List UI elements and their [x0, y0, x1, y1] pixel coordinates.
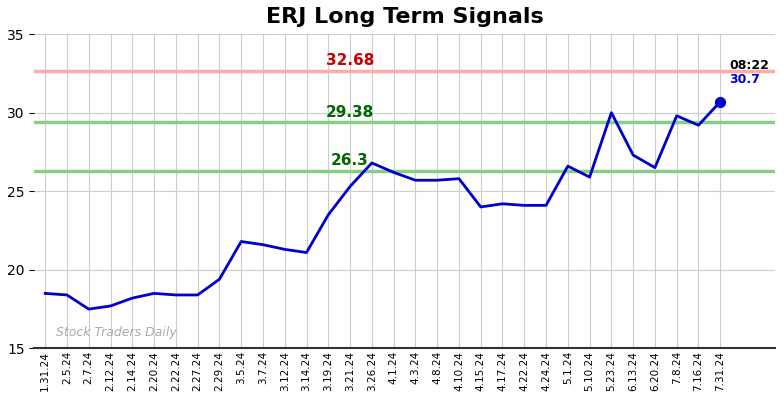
- Text: Stock Traders Daily: Stock Traders Daily: [56, 326, 177, 339]
- Text: 29.38: 29.38: [326, 105, 374, 120]
- Text: 30.7: 30.7: [729, 74, 760, 86]
- Title: ERJ Long Term Signals: ERJ Long Term Signals: [266, 7, 543, 27]
- Text: 32.68: 32.68: [326, 53, 374, 68]
- Point: [714, 98, 727, 105]
- Text: 26.3: 26.3: [331, 153, 369, 168]
- Text: 08:22: 08:22: [729, 59, 769, 72]
